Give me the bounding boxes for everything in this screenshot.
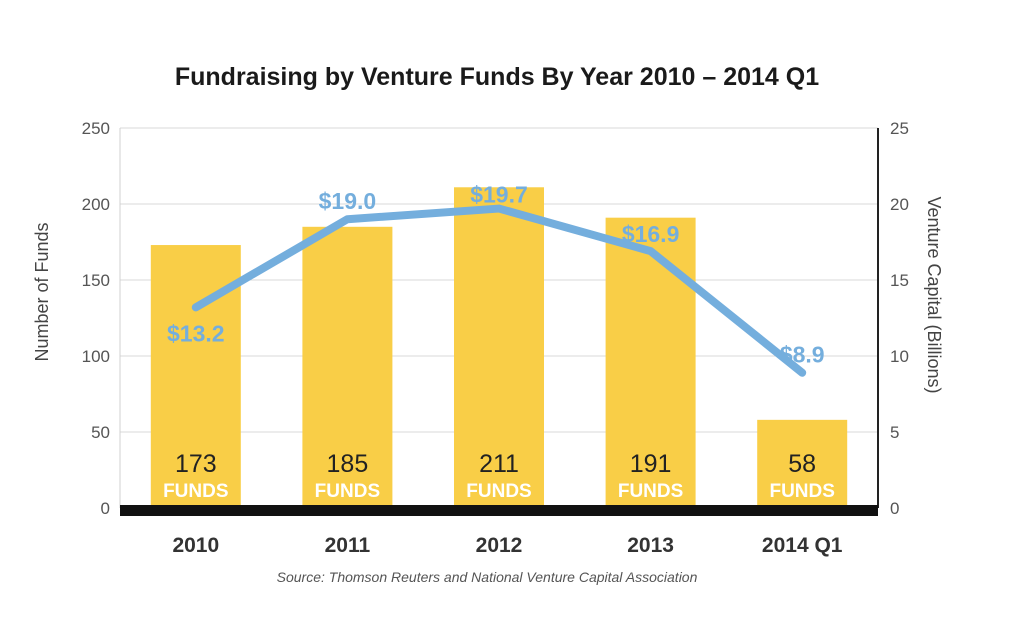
- category-label: 2011: [325, 534, 371, 557]
- capital-value-label: $19.0: [319, 188, 377, 214]
- right-tick-label: 15: [890, 271, 909, 290]
- bar-unit-label: FUNDS: [769, 481, 834, 502]
- left-axis-ticks: 0 50 100 150 200 250: [82, 119, 110, 518]
- bar-unit-label: FUNDS: [618, 481, 683, 502]
- bar-unit-label: FUNDS: [466, 481, 531, 502]
- bar-count-label: 211: [479, 450, 519, 478]
- capital-value-label: $19.7: [470, 182, 528, 208]
- bar-unit-label: FUNDS: [163, 481, 228, 502]
- bar-unit-label: FUNDS: [315, 481, 380, 502]
- bar-count-label: 191: [630, 450, 672, 478]
- right-tick-label: 20: [890, 195, 909, 214]
- capital-series-line: [191, 204, 807, 377]
- bar-2013: [605, 217, 696, 508]
- category-label: 2010: [172, 534, 219, 557]
- right-tick-label: 10: [890, 347, 909, 366]
- left-tick-label: 50: [91, 423, 110, 442]
- category-label: 2013: [627, 534, 674, 557]
- bar-2014-q1: [757, 419, 848, 508]
- right-tick-label: 0: [890, 499, 899, 518]
- capital-line: $13.2 $19.0 $19.7 $16.9 $8.9: [167, 182, 825, 377]
- baseline-bar: [120, 505, 878, 516]
- left-tick-label: 100: [82, 347, 110, 366]
- baseline: [120, 505, 878, 516]
- bar-2011: [302, 226, 393, 509]
- right-axis-ticks: 0 5 10 15 20 25: [890, 119, 909, 518]
- left-tick-label: 250: [82, 119, 110, 138]
- left-tick-label: 150: [82, 271, 110, 290]
- bar-count-label: 185: [327, 450, 369, 478]
- right-tick-label: 5: [890, 423, 899, 442]
- left-tick-label: 200: [82, 195, 110, 214]
- bar-count-label: 58: [788, 450, 816, 478]
- capital-value-label: $8.9: [780, 342, 825, 368]
- category-label: 2014 Q1: [762, 534, 843, 557]
- left-axis-title: Number of Funds: [32, 222, 52, 361]
- right-tick-label: 25: [890, 119, 909, 138]
- right-axis-title: Venture Capital (Billions): [924, 196, 944, 393]
- category-labels: 2010 2011 2012 2013 2014 Q1: [172, 534, 842, 557]
- capital-value-label: $13.2: [167, 320, 225, 346]
- bar-2012: [454, 187, 544, 508]
- left-tick-label: 0: [101, 499, 110, 518]
- bars: 173 FUNDS 185 FUNDS 211 FUNDS 191 FUNDS 58 FUNDS: [150, 187, 848, 509]
- chart-title: Fundraising by Venture Funds By Year 201…: [175, 63, 819, 91]
- source-note: Source: Thomson Reuters and National Ven…: [277, 569, 698, 585]
- bar-count-label: 173: [175, 450, 217, 478]
- capital-value-label: $16.9: [622, 221, 680, 247]
- category-label: 2012: [476, 534, 523, 557]
